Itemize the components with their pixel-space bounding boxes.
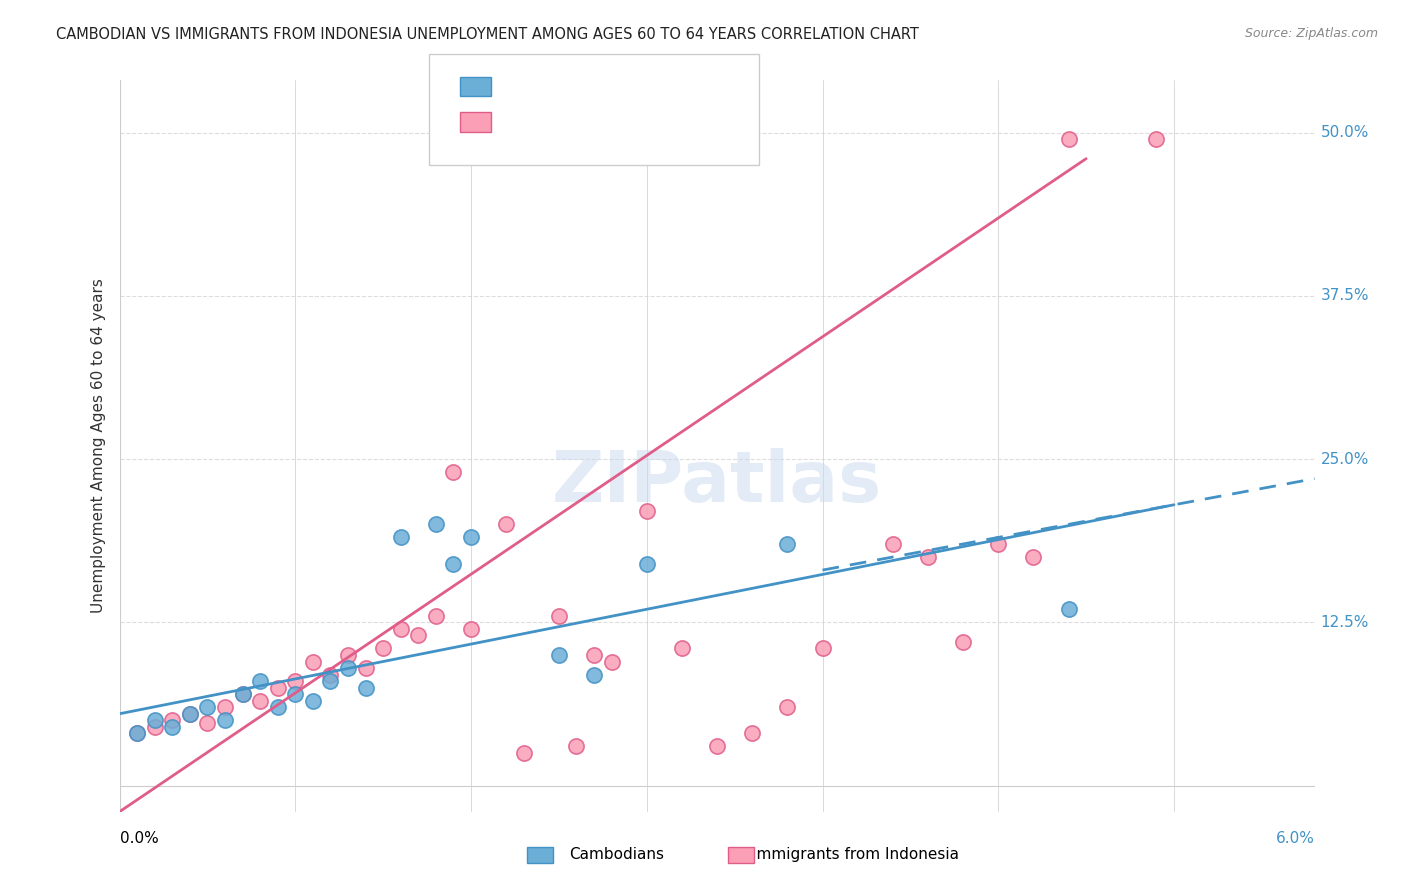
Point <box>319 667 342 681</box>
Point <box>425 608 447 623</box>
Point <box>776 700 799 714</box>
Point <box>917 549 939 564</box>
Point <box>460 530 482 544</box>
Point <box>600 655 623 669</box>
Point <box>143 720 166 734</box>
Point <box>987 537 1010 551</box>
Point <box>389 530 412 544</box>
Point <box>162 714 183 728</box>
Point <box>179 706 201 721</box>
Point <box>267 700 290 714</box>
Point <box>1057 132 1080 146</box>
Text: 6.0%: 6.0% <box>1275 831 1315 846</box>
Point <box>1144 132 1167 146</box>
Text: 25.0%: 25.0% <box>1320 451 1369 467</box>
Text: 37.5%: 37.5% <box>1320 288 1369 303</box>
Point <box>582 648 605 662</box>
Point <box>231 687 254 701</box>
Point <box>301 694 323 708</box>
Text: 12.5%: 12.5% <box>1320 615 1369 630</box>
Point <box>565 739 588 754</box>
Point <box>195 715 219 730</box>
Text: 0.0%: 0.0% <box>120 831 159 846</box>
Point <box>249 694 271 708</box>
Point <box>337 648 360 662</box>
Y-axis label: Unemployment Among Ages 60 to 64 years: Unemployment Among Ages 60 to 64 years <box>90 278 105 614</box>
Point <box>441 557 464 571</box>
Point <box>214 714 236 728</box>
Point <box>548 648 571 662</box>
Point <box>952 635 974 649</box>
Point <box>636 504 658 518</box>
Point <box>495 517 517 532</box>
Point <box>1022 549 1045 564</box>
Text: Source: ZipAtlas.com: Source: ZipAtlas.com <box>1244 27 1378 40</box>
Point <box>671 641 693 656</box>
Point <box>284 687 307 701</box>
Text: R = 0.847   N = 39: R = 0.847 N = 39 <box>502 113 659 131</box>
Text: Cambodians: Cambodians <box>569 847 665 862</box>
Point <box>408 628 430 642</box>
Point <box>195 700 219 714</box>
Point <box>371 641 394 656</box>
Text: CAMBODIAN VS IMMIGRANTS FROM INDONESIA UNEMPLOYMENT AMONG AGES 60 TO 64 YEARS CO: CAMBODIAN VS IMMIGRANTS FROM INDONESIA U… <box>56 27 920 42</box>
Point <box>179 706 201 721</box>
Point <box>706 739 728 754</box>
Text: ZIPatlas: ZIPatlas <box>553 448 882 517</box>
Point <box>301 655 323 669</box>
Point <box>319 674 342 689</box>
Point <box>267 681 290 695</box>
Point <box>354 661 377 675</box>
Point <box>776 537 799 551</box>
Point <box>127 726 149 740</box>
Point <box>389 622 412 636</box>
Point <box>513 746 536 760</box>
Text: Immigrants from Indonesia: Immigrants from Indonesia <box>752 847 959 862</box>
Point <box>425 517 447 532</box>
Point <box>337 661 360 675</box>
Point <box>811 641 834 656</box>
Point <box>1057 602 1080 616</box>
Point <box>214 700 236 714</box>
Point <box>284 674 307 689</box>
Point <box>162 720 183 734</box>
Text: 50.0%: 50.0% <box>1320 125 1369 140</box>
Point <box>882 537 904 551</box>
Point <box>231 687 254 701</box>
Point <box>460 622 482 636</box>
Point <box>636 557 658 571</box>
Point <box>249 674 271 689</box>
Point <box>582 667 605 681</box>
Point <box>354 681 377 695</box>
Point <box>143 714 166 728</box>
Point <box>441 465 464 479</box>
Point <box>741 726 763 740</box>
Point <box>548 608 571 623</box>
Point <box>127 726 149 740</box>
Text: R = 0.490   N = 23: R = 0.490 N = 23 <box>502 78 659 95</box>
